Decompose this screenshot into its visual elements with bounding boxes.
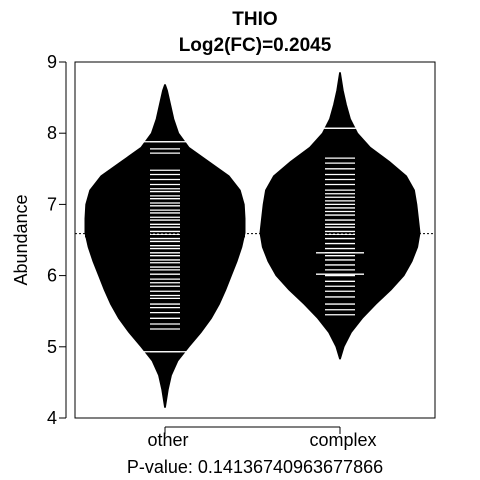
y-axis-label: Abundance bbox=[11, 194, 31, 285]
chart-subtitle: Log2(FC)=0.2045 bbox=[179, 35, 332, 56]
x-axis: other complex bbox=[147, 426, 377, 450]
y-tick-label: 4 bbox=[47, 408, 57, 428]
plot-frame bbox=[74, 61, 436, 419]
x-tick-label: complex bbox=[309, 430, 376, 450]
y-tick-label: 8 bbox=[47, 123, 57, 143]
y-tick-label: 5 bbox=[47, 337, 57, 357]
chart-title: THIO bbox=[232, 9, 277, 30]
y-tick-label: 6 bbox=[47, 266, 57, 286]
p-value-label: P-value: 0.14136740963677866 bbox=[127, 457, 383, 477]
bean-other bbox=[84, 84, 246, 408]
bean-complex bbox=[259, 72, 421, 360]
beans-layer bbox=[75, 72, 435, 408]
y-tick-label: 7 bbox=[47, 194, 57, 214]
x-tick-label: other bbox=[147, 430, 188, 450]
bean-shape bbox=[259, 72, 421, 360]
y-axis: 4 5 6 7 8 9 bbox=[47, 52, 67, 428]
y-tick-label: 9 bbox=[47, 52, 57, 72]
